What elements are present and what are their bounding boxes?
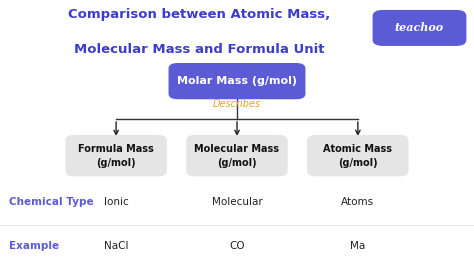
Text: Chemical Type: Chemical Type (9, 197, 94, 207)
Text: teachoo: teachoo (395, 22, 444, 34)
FancyBboxPatch shape (169, 64, 305, 99)
Text: Atoms: Atoms (341, 197, 374, 207)
Text: Molecular: Molecular (211, 197, 263, 207)
Text: Comparison between Atomic Mass,: Comparison between Atomic Mass, (68, 8, 330, 21)
Text: NaCl: NaCl (104, 241, 128, 251)
Text: Atomic Mass
(g/mol): Atomic Mass (g/mol) (323, 144, 392, 168)
FancyBboxPatch shape (187, 136, 287, 176)
FancyBboxPatch shape (373, 11, 465, 45)
Text: CO: CO (229, 241, 245, 251)
FancyBboxPatch shape (66, 136, 166, 176)
Text: Molecular Mass and Formula Unit: Molecular Mass and Formula Unit (74, 43, 324, 56)
Text: Molecular Mass
(g/mol): Molecular Mass (g/mol) (194, 144, 280, 168)
Text: Ionic: Ionic (104, 197, 128, 207)
Text: Formula Mass
(g/mol): Formula Mass (g/mol) (78, 144, 154, 168)
Text: Example: Example (9, 241, 60, 251)
Text: Describes: Describes (213, 99, 261, 109)
Text: Ma: Ma (350, 241, 365, 251)
Text: Molar Mass (g/mol): Molar Mass (g/mol) (177, 76, 297, 86)
FancyBboxPatch shape (308, 136, 408, 176)
